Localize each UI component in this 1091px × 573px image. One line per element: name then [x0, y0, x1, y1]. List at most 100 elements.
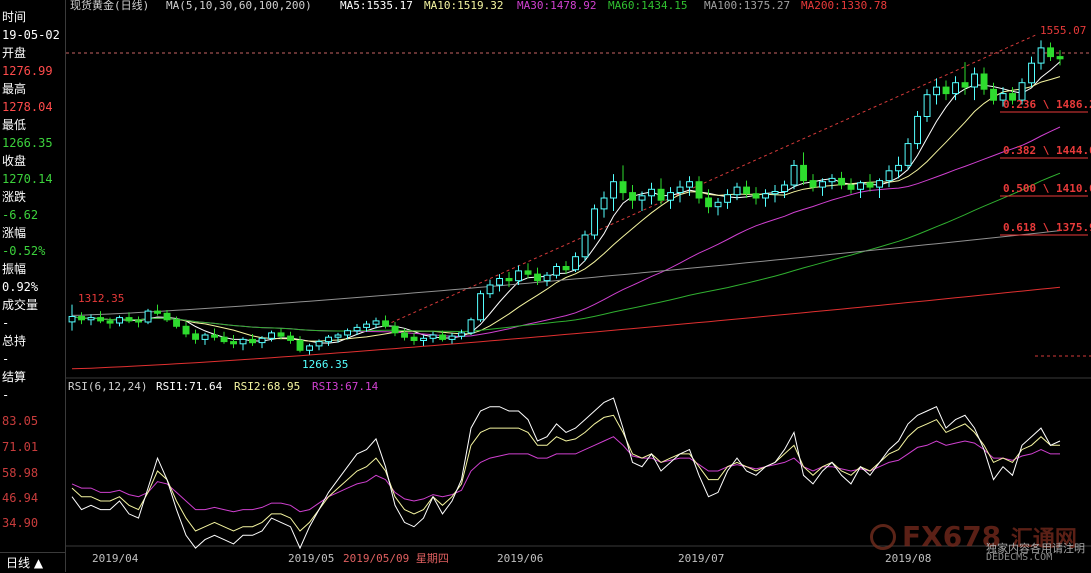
pct-value: -0.52%	[2, 244, 46, 258]
pct-label: 涨幅	[2, 226, 27, 240]
candle-down	[230, 341, 238, 345]
watermark-url: DEDECMS.COM	[986, 552, 1053, 563]
period-selector[interactable]: 日线 ▲	[0, 552, 66, 572]
triangle-up-icon: ▲	[33, 556, 44, 570]
candle-up	[591, 208, 598, 236]
oi-label: 总持	[2, 334, 27, 348]
candle-up	[344, 330, 352, 336]
candle-up	[971, 73, 978, 88]
candle-up	[543, 274, 551, 282]
candle-down	[705, 197, 712, 208]
candle-up	[467, 319, 475, 334]
rsi-tick-4: 46.94	[2, 491, 39, 505]
candle-down	[410, 336, 418, 342]
rsi1-line	[71, 397, 1061, 550]
instrument-title: 现货黄金(日线)	[70, 0, 149, 12]
candle-up	[819, 181, 826, 188]
candle-up	[1037, 47, 1045, 64]
candle-up	[201, 334, 209, 340]
candle-up	[581, 234, 589, 258]
candle-down	[505, 278, 513, 282]
candle-up	[515, 270, 522, 282]
ma200-line	[71, 286, 1061, 370]
candle-down	[249, 338, 257, 344]
price-channel-upper	[385, 33, 1039, 326]
ma10-value: MA10:1519.32	[424, 0, 503, 12]
watermark: FX678 汇通网 独家内容各用请注明 DEDECMS.COM	[866, 518, 1091, 568]
candle-up	[448, 335, 456, 340]
high-value: 1278.04	[2, 100, 53, 114]
candle-up	[714, 201, 722, 208]
candle-up	[486, 284, 494, 295]
close-label: 收盘	[2, 154, 27, 168]
x-tick-apr: 2019/04	[92, 552, 139, 565]
candle-up	[914, 115, 921, 145]
candle-down	[1047, 47, 1054, 58]
candle-down	[847, 184, 855, 190]
close-value: 1270.14	[2, 172, 53, 186]
candle-up	[762, 193, 769, 199]
candle-up	[724, 194, 731, 203]
candle-down	[838, 177, 845, 186]
high-label: 最高	[2, 82, 27, 96]
x-tick-may: 2019/05	[288, 552, 334, 565]
candle-up	[600, 197, 608, 210]
candle-up	[904, 143, 912, 166]
ma5-line	[71, 61, 1061, 344]
candle-down	[800, 164, 807, 182]
candle-up	[429, 334, 437, 339]
open-value: 1276.99	[2, 64, 53, 78]
candle-down	[942, 86, 950, 95]
candle-down	[401, 332, 409, 338]
candle-up	[828, 177, 836, 183]
ma60-line	[71, 172, 1061, 333]
candle-up	[353, 326, 361, 332]
ma100-line	[71, 230, 1061, 316]
candle-down	[961, 82, 969, 88]
moving-averages	[71, 61, 1061, 370]
candle-up	[420, 337, 428, 341]
candle-up	[676, 186, 684, 194]
candle-down	[211, 334, 219, 338]
candle-up	[667, 192, 674, 201]
candle-down	[382, 320, 390, 327]
candle-up	[686, 181, 693, 188]
candle-down	[78, 316, 85, 321]
candle-up	[1018, 82, 1026, 101]
candle-up	[87, 317, 95, 321]
candle-down	[695, 181, 703, 199]
rsi-tick-2: 71.01	[2, 440, 39, 454]
candle-up	[923, 94, 931, 117]
x-tick-jul: 2019/07	[678, 552, 724, 565]
candle-up	[933, 86, 940, 96]
low-label: 最低	[2, 118, 27, 132]
ma10-line	[71, 76, 1061, 342]
amp-value: 0.92%	[2, 280, 39, 294]
watermark-logo: FX678 汇通网	[902, 520, 1077, 553]
candle-down	[135, 320, 143, 323]
rsi-tick-1: 83.05	[2, 414, 39, 428]
x-axis: 2019/04 2019/05 2019/05/09 星期四 2019/06 2…	[92, 552, 931, 565]
candle-up	[116, 317, 123, 324]
volume-value: -	[2, 316, 10, 330]
quote-info-panel: 时间 19-05-02 开盘 1276.99 最高 1278.04 最低 126…	[0, 0, 66, 572]
candle-down	[1009, 93, 1016, 101]
fib-label-0500: 0.500 \ 1410.00	[1003, 182, 1091, 195]
candle-down	[809, 180, 817, 188]
candle-down	[173, 319, 181, 327]
candle-down	[391, 325, 399, 334]
candle-down	[439, 334, 447, 340]
x-tick-jun: 2019/06	[497, 552, 543, 565]
time-label: 时间	[2, 10, 27, 24]
candle-up	[895, 164, 902, 172]
rsi-tick-5: 34.90	[2, 516, 39, 530]
candle-down	[866, 182, 874, 188]
ma5-value: MA5:1535.17	[340, 0, 413, 12]
amp-label: 振幅	[2, 262, 27, 276]
candle-down	[192, 333, 200, 340]
candle-up	[876, 180, 883, 188]
ma100-value: MA100:1375.27	[704, 0, 790, 12]
candle-up	[306, 345, 314, 351]
watermark-subtitle: 独家内容各用请注明	[986, 542, 1085, 555]
